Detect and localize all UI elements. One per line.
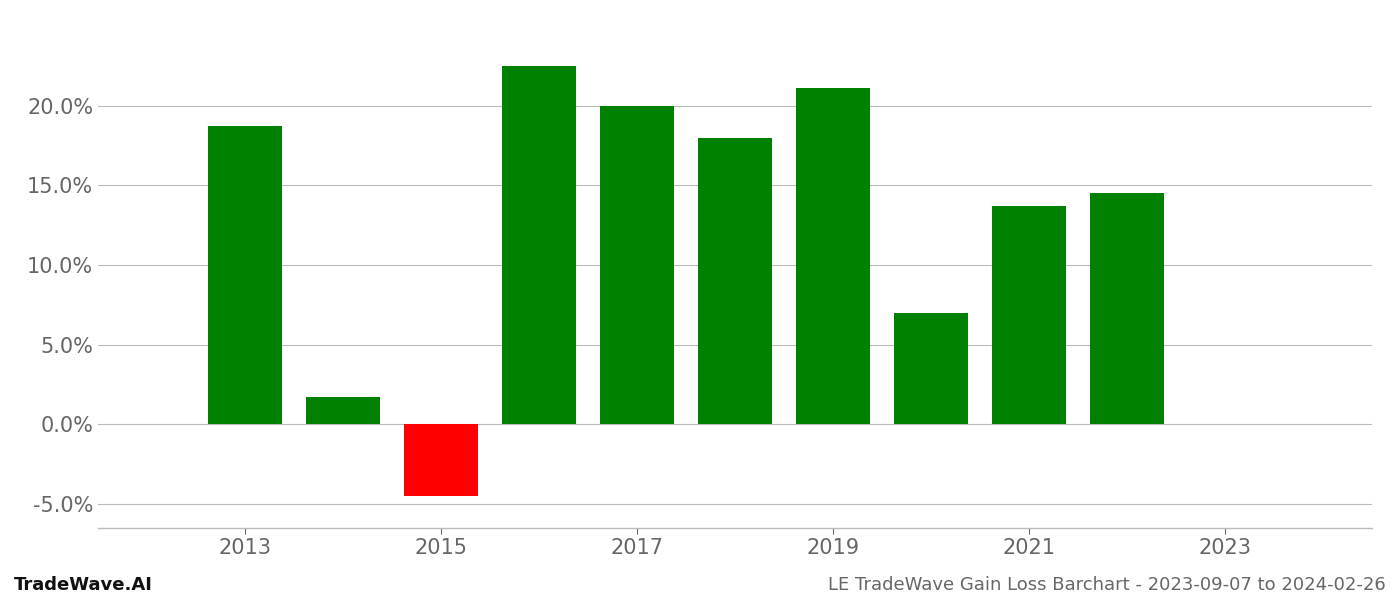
Bar	[405, 424, 477, 496]
Bar	[895, 313, 967, 424]
Text: LE TradeWave Gain Loss Barchart - 2023-09-07 to 2024-02-26: LE TradeWave Gain Loss Barchart - 2023-0…	[829, 576, 1386, 594]
Bar	[601, 106, 673, 424]
Bar	[993, 206, 1065, 424]
Bar	[503, 66, 575, 424]
Bar	[699, 137, 771, 424]
Bar	[209, 127, 281, 424]
Bar	[1091, 193, 1163, 424]
Bar	[797, 88, 869, 424]
Text: TradeWave.AI: TradeWave.AI	[14, 576, 153, 594]
Bar	[307, 397, 379, 424]
